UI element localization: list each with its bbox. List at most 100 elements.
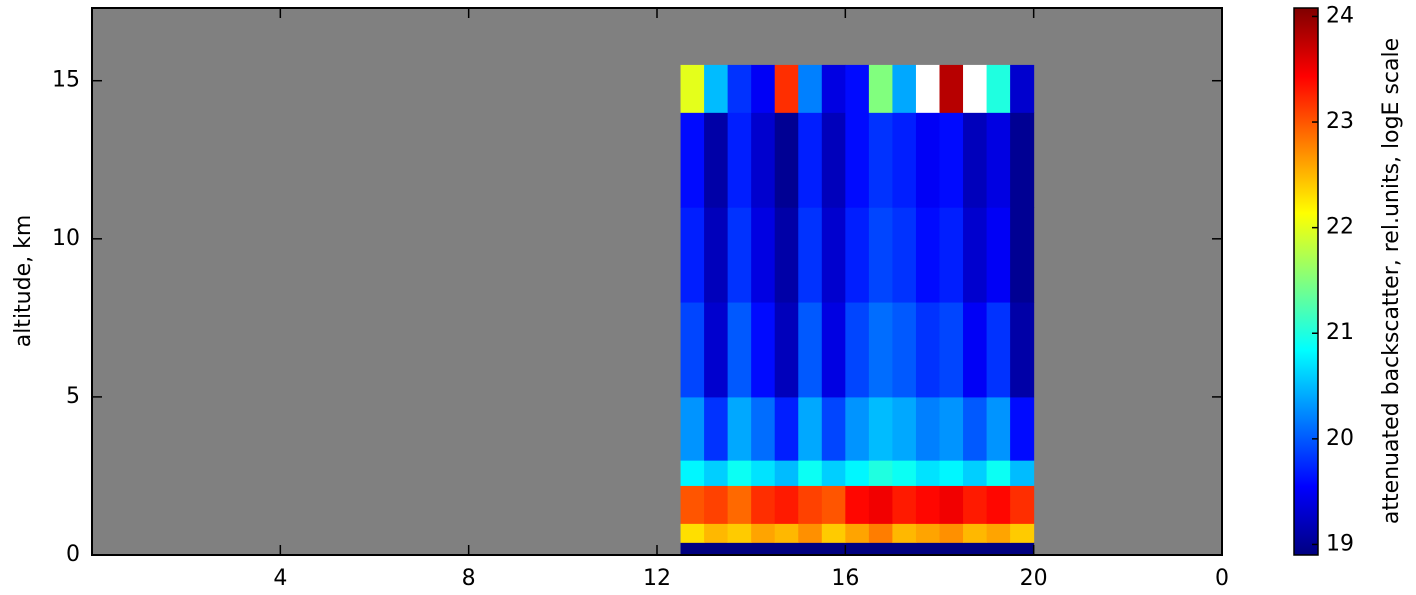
heat-cell [680,542,705,556]
heat-cell [704,485,729,524]
heat-cell [798,485,823,524]
heat-cell [963,64,988,113]
heat-cell [774,542,799,556]
plot-area [91,7,1223,556]
heat-cell [868,396,893,461]
heat-cell [821,64,846,113]
heat-cell [845,302,870,398]
heat-cell [680,396,705,461]
heat-cell [751,302,776,398]
heat-cell [680,302,705,398]
heat-cell [727,460,752,486]
heat-cell [986,112,1011,208]
heat-cell [751,396,776,461]
x-tick-label: 8 [462,566,476,591]
heat-cell [892,396,917,461]
heat-cell [704,542,729,556]
heat-cell [1010,460,1035,486]
heat-cell [704,207,729,303]
heat-cell [963,207,988,303]
heat-cell [845,207,870,303]
heat-cell [939,64,964,113]
heat-cell [751,207,776,303]
heat-cell [892,207,917,303]
heat-cell [821,396,846,461]
heat-cell [680,523,705,543]
heat-cell [939,207,964,303]
heat-cell [868,64,893,113]
colorbar-tick-label: 21 [1326,320,1354,345]
y-tick-label: 10 [52,226,80,251]
heat-cell [986,207,1011,303]
heat-cell [704,396,729,461]
heat-cell [963,396,988,461]
heat-cell [868,542,893,556]
y-tick-label: 15 [52,68,80,93]
heat-cell [1010,485,1035,524]
plot-background [92,8,1222,555]
heat-cell [868,112,893,208]
heat-cell [680,207,705,303]
heat-cell [868,523,893,543]
heat-cell [963,112,988,208]
heat-cell [892,542,917,556]
heat-cell [751,485,776,524]
heat-cell [986,542,1011,556]
heat-cell [915,523,940,543]
heat-cell [821,207,846,303]
heat-cell [963,460,988,486]
heat-cell [798,207,823,303]
heat-cell [1010,302,1035,398]
heat-cell [892,112,917,208]
heat-cell [868,485,893,524]
heat-cell [939,523,964,543]
heat-cell [963,523,988,543]
x-tick-label: 4 [273,566,287,591]
heat-cell [727,396,752,461]
heat-cell [774,207,799,303]
heat-cell [986,485,1011,524]
heat-cell [915,64,940,113]
heat-cell [798,302,823,398]
heat-cell [727,302,752,398]
heat-cell [774,112,799,208]
heat-cell [915,112,940,208]
heat-cell [986,396,1011,461]
heat-cell [892,302,917,398]
colorbar-tick-label: 19 [1326,531,1354,556]
heat-cell [821,112,846,208]
heat-cell [1010,207,1035,303]
heat-cell [774,396,799,461]
heat-cell [727,64,752,113]
heat-cell [751,523,776,543]
heat-cell [821,302,846,398]
heat-cell [963,302,988,398]
heat-cell [892,485,917,524]
heat-cell [774,64,799,113]
heat-cell [892,523,917,543]
heat-cell [704,460,729,486]
heat-cell [939,460,964,486]
y-tick-label: 0 [66,542,80,567]
heat-cell [704,64,729,113]
colorbar-tick-label: 22 [1326,215,1354,240]
heat-cell [751,460,776,486]
heat-cell [821,542,846,556]
heat-cell [868,460,893,486]
heat-cell [727,112,752,208]
colorbar-tick-label: 20 [1326,426,1354,451]
heat-cell [939,302,964,398]
heat-cell [821,523,846,543]
x-tick-label: 16 [831,566,859,591]
heat-cell [868,302,893,398]
heat-cell [915,460,940,486]
heat-cell [1010,542,1035,556]
heat-cell [1010,523,1035,543]
x-tick-label: 12 [643,566,671,591]
heat-cell [751,64,776,113]
heat-cell [986,460,1011,486]
heat-cell [939,485,964,524]
heat-cell [986,302,1011,398]
heat-cell [774,302,799,398]
